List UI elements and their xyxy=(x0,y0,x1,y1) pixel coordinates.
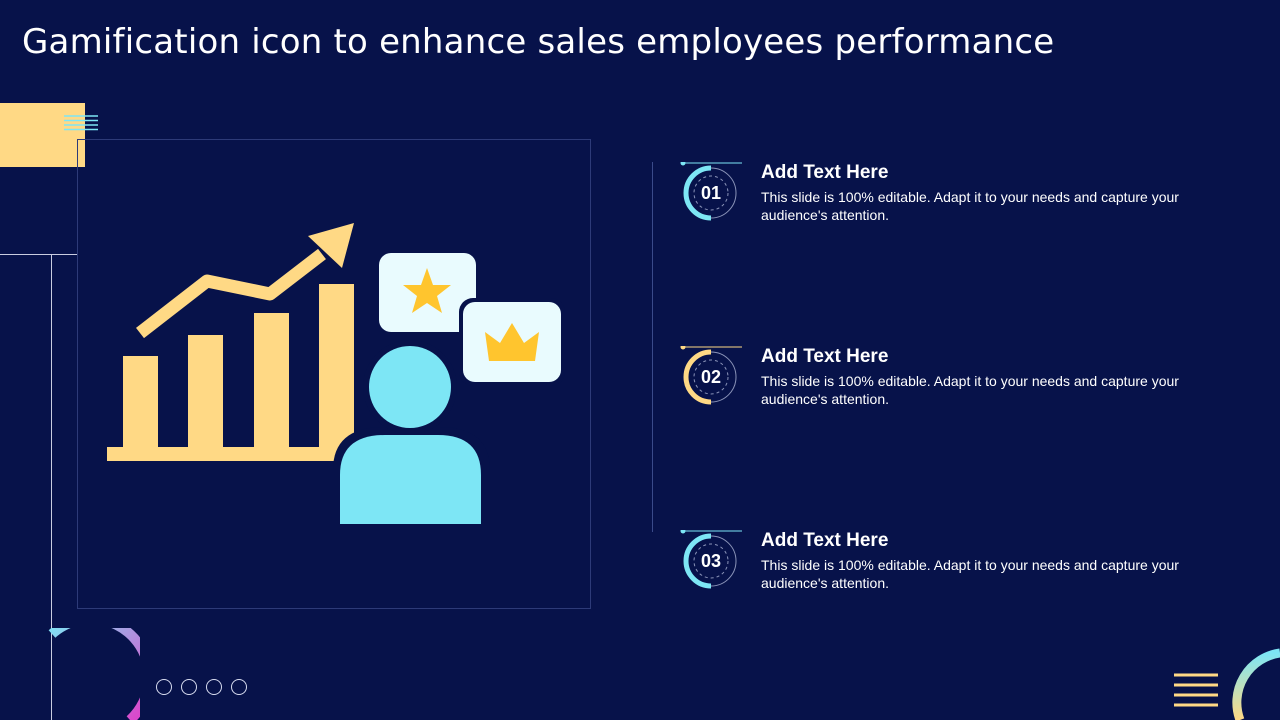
item-number: 02 xyxy=(700,367,722,387)
item-number: 01 xyxy=(700,183,722,203)
item-body: This slide is 100% editable. Adapt it to… xyxy=(761,557,1179,591)
list-item-03: 03 Add Text Here This slide is 100% edit… xyxy=(650,530,1250,620)
gamification-illustration xyxy=(107,223,565,533)
lines-decoration-icon xyxy=(64,115,98,131)
decorative-dot xyxy=(206,679,222,695)
decorative-ring-icon xyxy=(1232,648,1280,720)
decorative-dots xyxy=(156,679,247,695)
crown-icon xyxy=(459,298,565,386)
decorative-yellow-block xyxy=(0,103,85,167)
list-item-01: 01 Add Text Here This slide is 100% edit… xyxy=(650,162,1250,252)
decorative-dot xyxy=(181,679,197,695)
list-item-02: 02 Add Text Here This slide is 100% edit… xyxy=(650,346,1250,436)
item-body: This slide is 100% editable. Adapt it to… xyxy=(761,373,1179,407)
number-badge-icon xyxy=(680,162,742,221)
decorative-dot xyxy=(231,679,247,695)
illustration-frame xyxy=(77,139,591,609)
star-icon xyxy=(379,253,476,332)
number-badge-icon xyxy=(680,346,742,405)
number-badge-icon xyxy=(680,530,742,589)
timeline-line xyxy=(652,162,653,532)
item-number: 03 xyxy=(700,551,722,571)
decorative-vertical-line xyxy=(51,254,52,720)
item-heading: Add Text Here xyxy=(761,530,889,551)
item-body: This slide is 100% editable. Adapt it to… xyxy=(761,189,1179,223)
employee-icon xyxy=(333,340,490,533)
decorative-ring-icon xyxy=(48,628,140,720)
lines-decoration-icon xyxy=(1174,673,1218,707)
item-heading: Add Text Here xyxy=(761,346,889,367)
decorative-dot xyxy=(156,679,172,695)
item-heading: Add Text Here xyxy=(761,162,889,183)
growth-chart-icon xyxy=(107,223,354,461)
decorative-horizontal-line xyxy=(0,254,78,255)
slide-title: Gamification icon to enhance sales emplo… xyxy=(22,22,1055,62)
